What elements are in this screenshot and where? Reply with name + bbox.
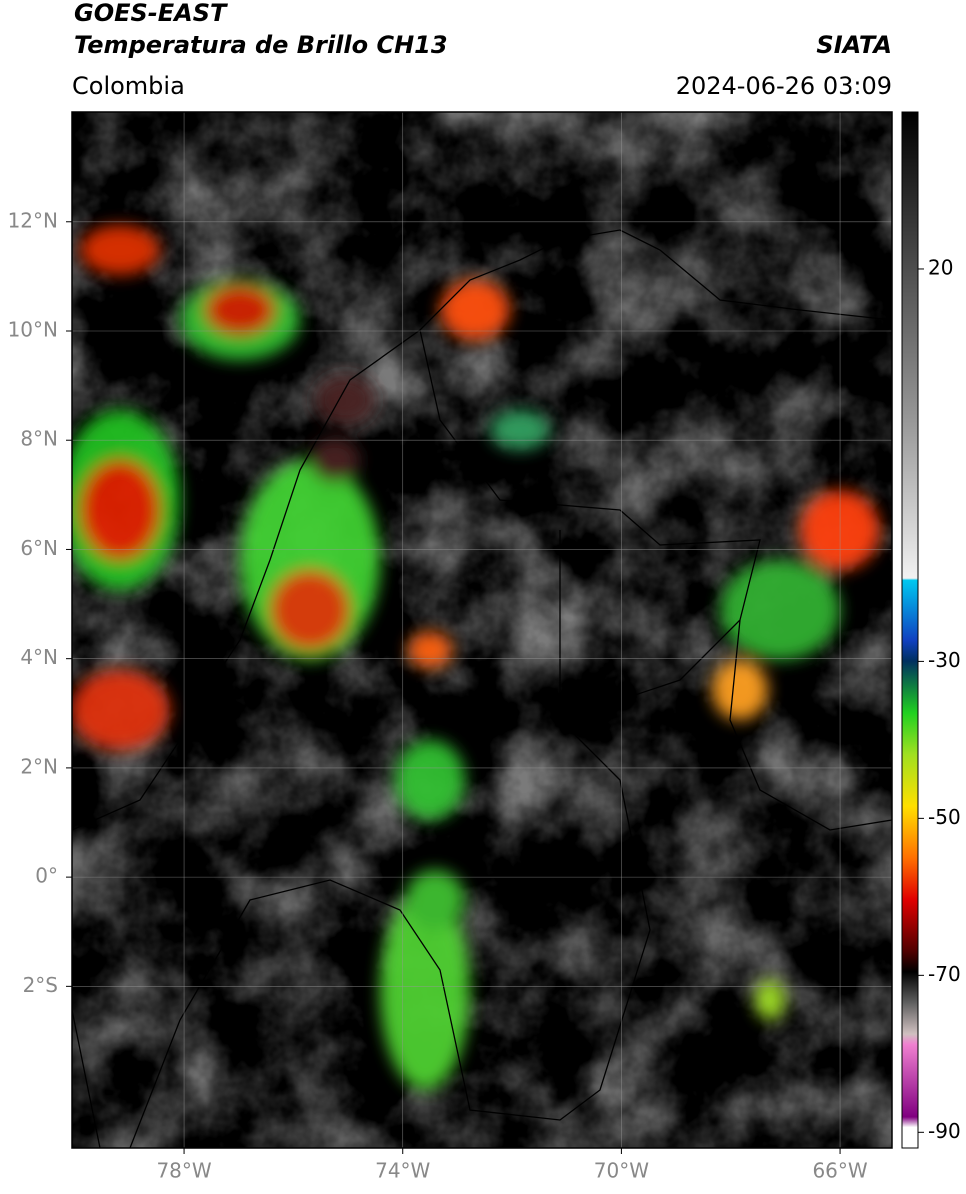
lon-tick-label: 70°W	[594, 1159, 649, 1183]
lat-tick-label: 4°N	[20, 645, 58, 669]
colorbar-tick-label: -30	[928, 648, 961, 672]
colorbar-tick-label: -90	[928, 1119, 961, 1143]
region: Colombia	[72, 72, 185, 100]
colorbar-tick-label: 20	[928, 255, 953, 279]
lat-tick-label: 2°N	[20, 754, 58, 778]
satellite: GOES-EAST	[74, 0, 228, 27]
lon-tick-label: 66°W	[812, 1159, 867, 1183]
colorbar-tick-label: -50	[928, 805, 961, 829]
lat-tick-label: 8°N	[20, 427, 58, 451]
colorbar	[901, 111, 919, 1149]
lat-tick-label: 10°N	[8, 317, 58, 341]
lat-tick-label: 0°	[35, 864, 58, 888]
lon-tick-label: 78°W	[156, 1159, 211, 1183]
lat-tick-label: 12°N	[8, 208, 58, 232]
lat-tick-label: 6°N	[20, 536, 58, 560]
lat-tick-label: 2°S	[23, 973, 58, 997]
lon-tick-label: 74°W	[375, 1159, 430, 1183]
satellite-image	[72, 112, 892, 1148]
colorbar-tick-label: -70	[928, 962, 961, 986]
product: Temperatura de Brillo CH13	[74, 31, 448, 59]
map-frame	[71, 111, 893, 1149]
source: SIATA	[816, 31, 892, 59]
timestamp: 2024-06-26 03:09	[676, 72, 892, 100]
